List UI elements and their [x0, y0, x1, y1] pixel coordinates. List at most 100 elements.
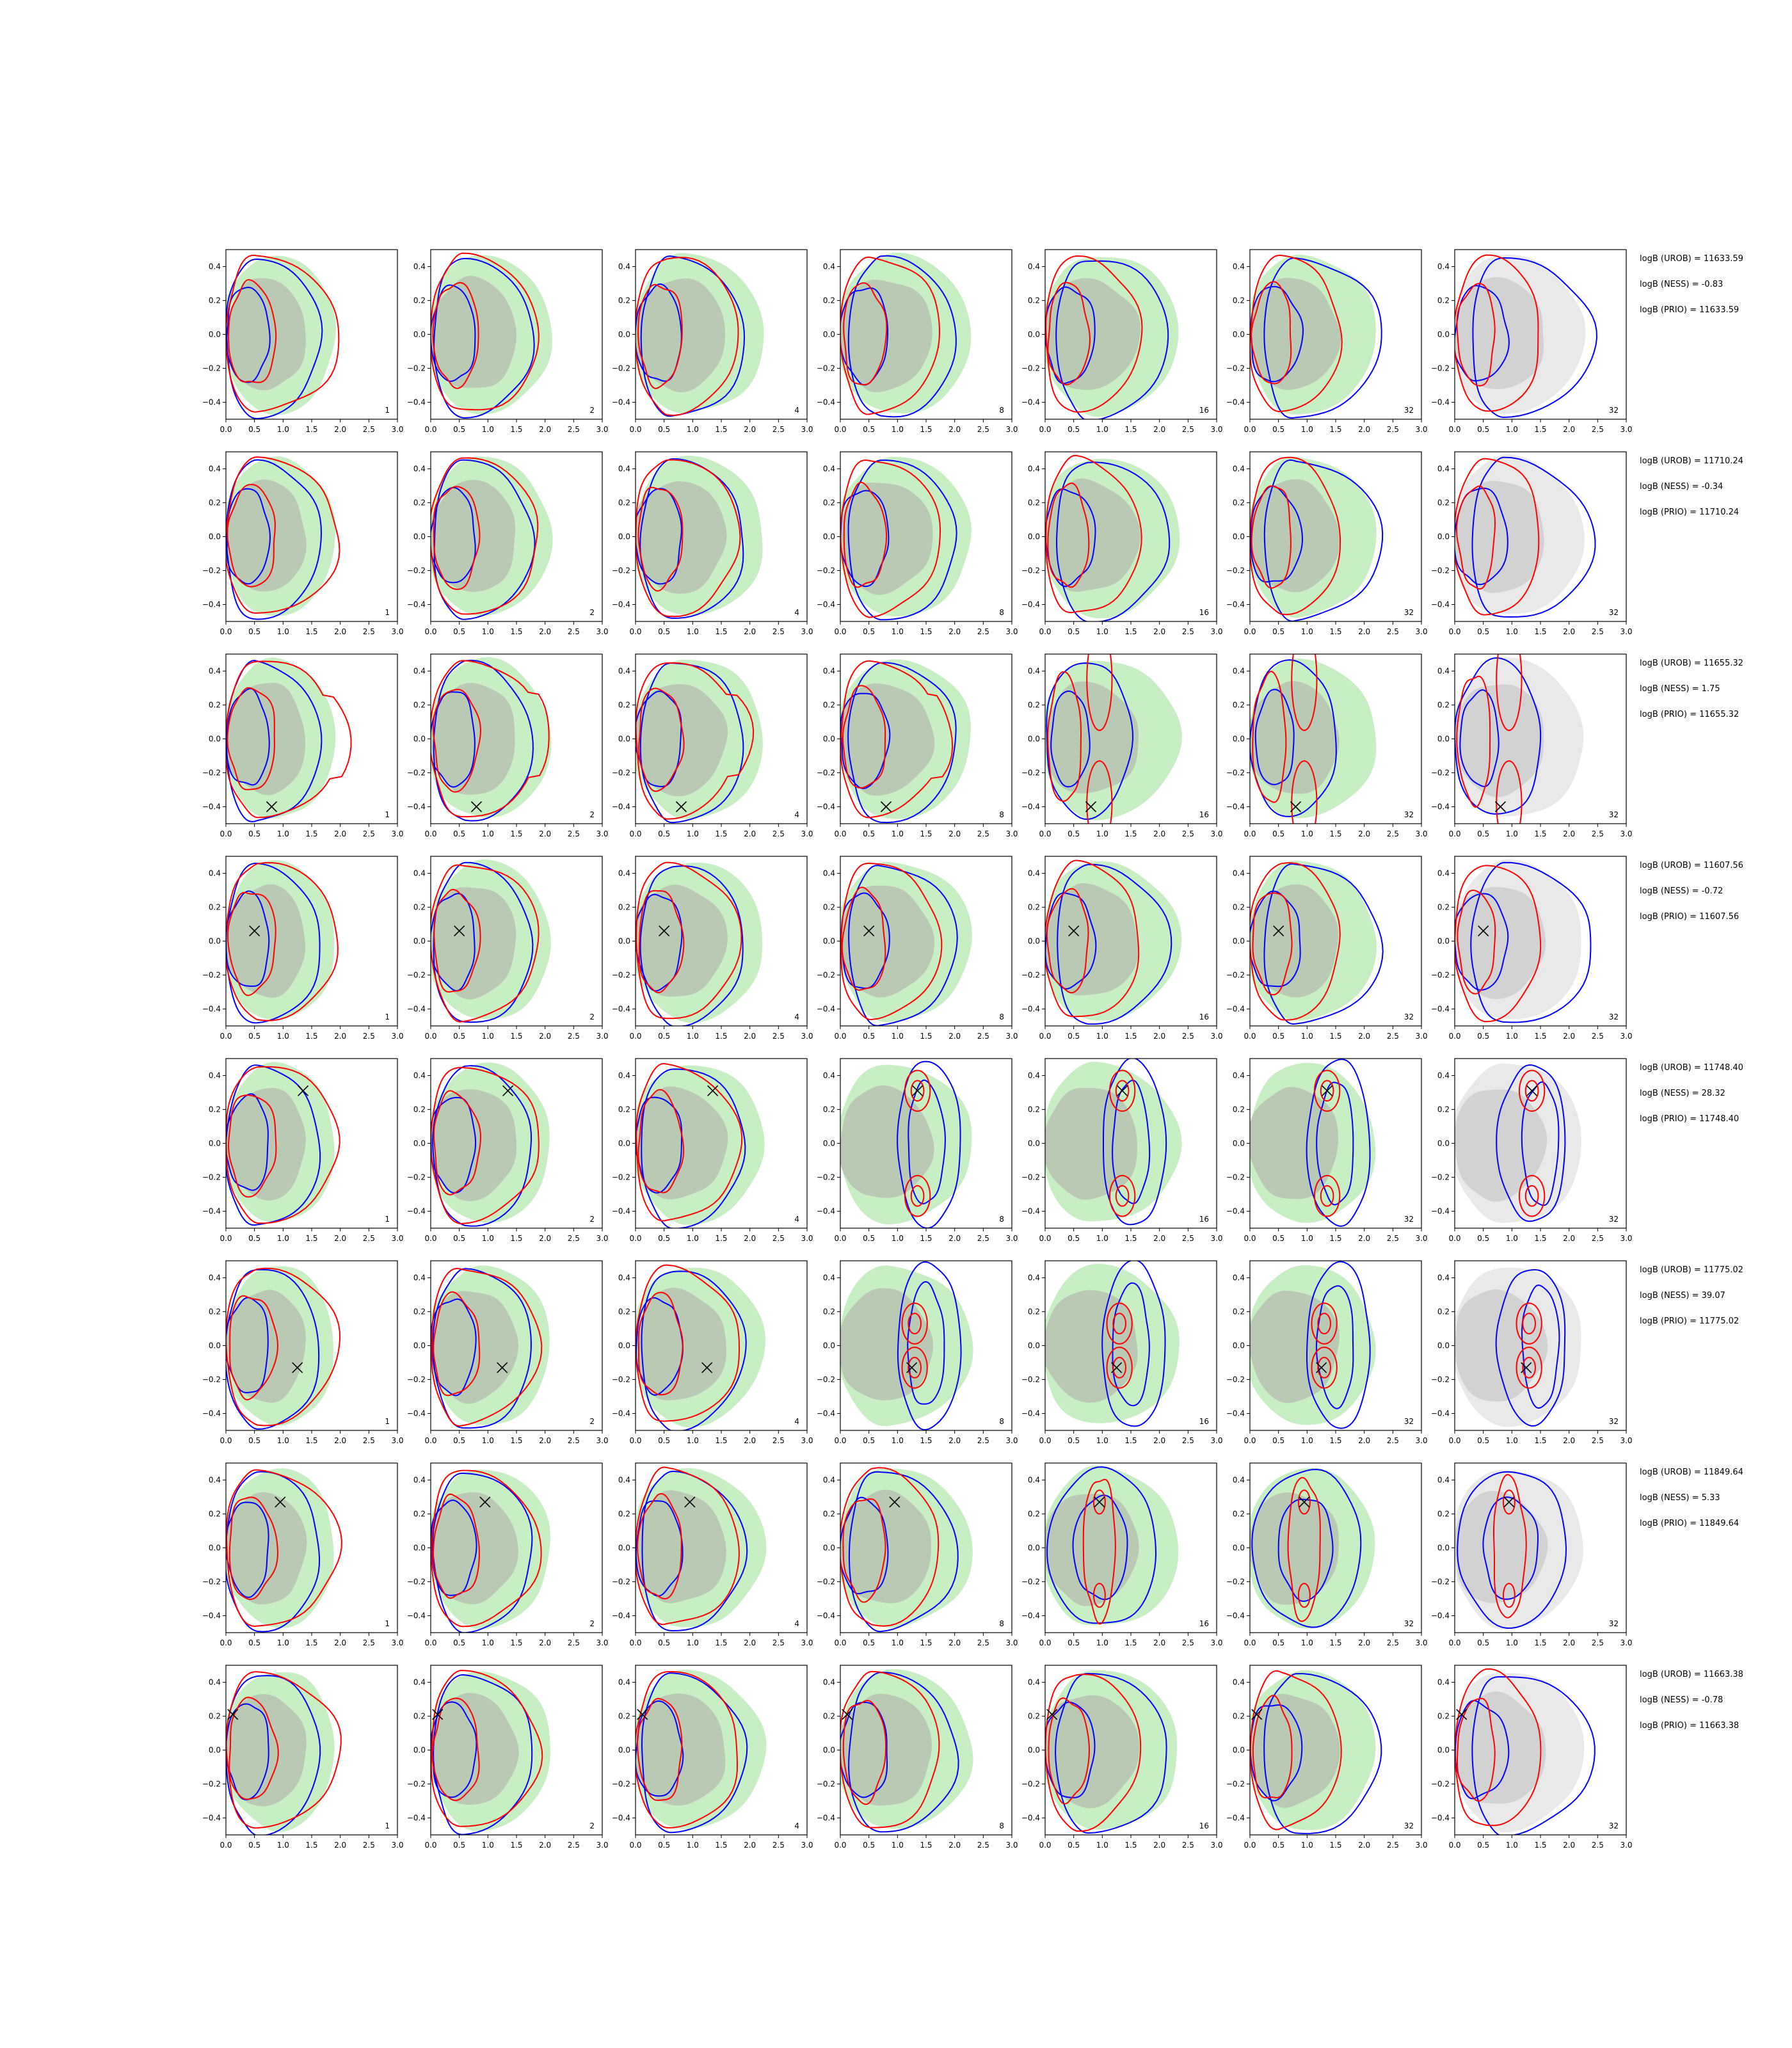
x-tick-label: 1.5 — [1534, 425, 1546, 434]
plot-area — [1250, 1261, 1376, 1429]
x-tick-label: 0.0 — [424, 1638, 436, 1647]
red-contour — [1115, 1185, 1130, 1207]
true-value-marker — [1526, 1085, 1538, 1096]
panel-tag: 4 — [794, 608, 799, 617]
x-tick-label: 0.0 — [834, 1638, 846, 1647]
density-core — [1455, 1491, 1548, 1603]
panel-r4-c6: 0.0 0.5 1.0 1.5 2.0 2.5 3.0 −0.4 −0.2 0.0 0.2 0.4 32 — [1226, 856, 1428, 1041]
x-tick-label: 0.5 — [453, 627, 465, 636]
y-tick-label: −0.2 — [202, 1375, 221, 1384]
x-tick-label: 1.0 — [1301, 1032, 1313, 1041]
x-tick-label: 1.0 — [482, 1436, 494, 1445]
x-tick-label: 1.0 — [1096, 627, 1108, 636]
red-contour — [431, 1066, 540, 1224]
y-tick-label: −0.4 — [407, 1814, 426, 1823]
x-tick-label: 3.0 — [801, 1032, 813, 1041]
y-tick-label: 0.4 — [823, 1678, 835, 1687]
y-tick-label: −0.2 — [1021, 1578, 1040, 1587]
x-tick-label: 2.0 — [334, 1436, 346, 1445]
y-tick-label: 0.2 — [209, 1510, 221, 1519]
x-tick-label: 2.0 — [1563, 425, 1575, 434]
x-tick-label: 1.0 — [1301, 627, 1313, 636]
x-tick-label: 3.0 — [1620, 627, 1632, 636]
y-tick-label: 0.4 — [618, 262, 630, 271]
y-tick-label: 0.2 — [209, 903, 221, 912]
blue-contour — [1472, 257, 1598, 419]
true-value-marker — [1322, 1085, 1333, 1096]
plot-area — [1455, 254, 1598, 419]
x-tick-label: 1.0 — [1096, 1436, 1108, 1445]
x-tick-label: 2.5 — [1592, 1638, 1604, 1647]
y-tick-label: 0.2 — [618, 701, 630, 710]
panel-r4-c4: 0.0 0.5 1.0 1.5 2.0 2.5 3.0 −0.4 −0.2 0.0 0.2 0.4 8 — [817, 856, 1018, 1041]
panel-r2-c3: 0.0 0.5 1.0 1.5 2.0 2.5 3.0 −0.4 −0.2 0.0 0.2 0.4 4 — [612, 451, 813, 636]
panel-tag: 32 — [1404, 1619, 1414, 1628]
x-tick-label: 0.0 — [834, 1436, 846, 1445]
x-tick-label: 1.5 — [1534, 1841, 1546, 1850]
blue-contour — [1470, 861, 1592, 1023]
y-tick-label: 0.2 — [823, 1510, 835, 1519]
x-tick-label: 2.0 — [1358, 627, 1370, 636]
red-contour — [638, 890, 685, 994]
red-contour — [904, 1174, 931, 1217]
y-tick-label: −0.2 — [1021, 1173, 1040, 1182]
x-tick-label: 0.5 — [1477, 1638, 1489, 1647]
blue-contour — [847, 662, 957, 824]
y-tick-label: −0.2 — [1431, 566, 1450, 575]
y-tick-label: 0.0 — [1437, 937, 1450, 946]
x-tick-label: 3.0 — [391, 425, 403, 434]
logb-ness-text: logB (NESS) = -0.78 — [1640, 1695, 1723, 1705]
y-tick-label: −0.2 — [407, 566, 426, 575]
true-value-marker — [684, 1496, 696, 1508]
x-tick-label: 3.0 — [391, 1841, 403, 1850]
blue-contour — [1055, 260, 1169, 419]
true-value-marker — [1085, 801, 1097, 813]
x-tick-label: 3.0 — [1415, 1032, 1427, 1041]
x-tick-label: 3.0 — [1210, 829, 1222, 838]
y-tick-label: −0.2 — [407, 364, 426, 373]
x-tick-label: 2.0 — [1358, 1638, 1370, 1647]
x-tick-label: 1.0 — [277, 1234, 289, 1243]
red-contour — [1092, 1583, 1106, 1608]
y-tick-label: 0.2 — [1233, 1308, 1245, 1316]
y-tick-label: −0.2 — [817, 1578, 835, 1587]
y-tick-label: −0.2 — [407, 1173, 426, 1182]
y-tick-label: −0.4 — [202, 1612, 221, 1620]
x-tick-label: 0.0 — [1244, 1638, 1256, 1647]
blue-contour — [431, 691, 476, 788]
blue-contour — [1263, 863, 1384, 1025]
y-tick-label: 0.0 — [209, 532, 221, 541]
panel-tag: 32 — [1609, 1417, 1619, 1426]
red-contour — [433, 1090, 482, 1196]
red-contour — [431, 864, 540, 1023]
y-tick-label: 0.4 — [413, 262, 426, 271]
true-value-marker — [906, 1362, 918, 1373]
x-tick-label: 1.5 — [715, 1234, 727, 1243]
panel-tag: 2 — [589, 810, 595, 819]
x-tick-label: 1.0 — [1506, 627, 1518, 636]
x-tick-label: 1.5 — [1534, 1032, 1546, 1041]
x-tick-label: 2.5 — [568, 1638, 580, 1647]
true-value-marker — [889, 1496, 900, 1508]
density-core — [636, 278, 726, 392]
y-tick-label: 0.0 — [1233, 1341, 1245, 1350]
panel-r3-c2: 0.0 0.5 1.0 1.5 2.0 2.5 3.0 −0.4 −0.2 0.0 0.2 0.4 2 — [407, 653, 609, 838]
red-contour — [431, 660, 550, 818]
blue-contour — [1055, 461, 1171, 621]
y-tick-label: −0.4 — [1021, 1207, 1040, 1216]
x-tick-label: 0.5 — [658, 1234, 670, 1243]
blue-contour — [226, 687, 270, 786]
red-contour — [226, 1469, 342, 1628]
x-tick-label: 2.5 — [1592, 627, 1604, 636]
blue-contour — [1495, 1268, 1566, 1427]
logb-ness-text: logB (NESS) = -0.72 — [1640, 886, 1723, 896]
x-tick-label: 3.0 — [596, 1638, 608, 1647]
x-tick-label: 1.5 — [305, 1234, 317, 1243]
y-tick-label: −0.2 — [202, 364, 221, 373]
x-tick-label: 1.5 — [510, 1841, 522, 1850]
x-tick-label: 1.5 — [1329, 425, 1341, 434]
y-tick-label: 0.4 — [1233, 1071, 1245, 1080]
y-tick-label: 0.2 — [1437, 1510, 1450, 1519]
logb-ness-text: logB (NESS) = -0.34 — [1640, 482, 1723, 492]
